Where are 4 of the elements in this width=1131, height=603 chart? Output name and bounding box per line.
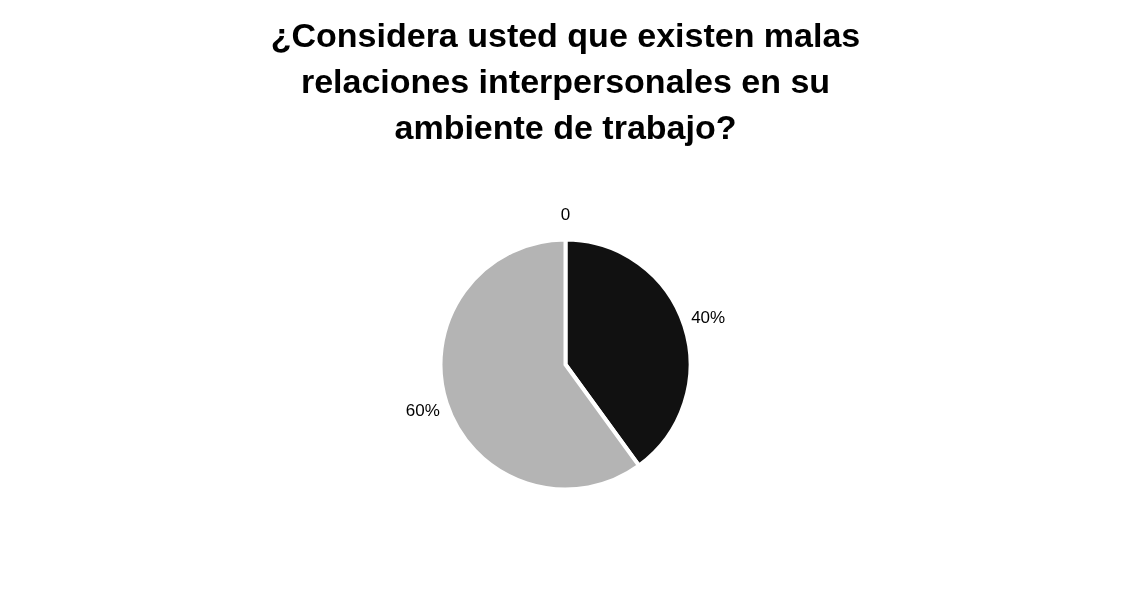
chart-title: ¿Considera usted que existen malas relaciones interpersonales en su ambiente de trabajo? bbox=[270, 16, 861, 146]
data-label: 60% bbox=[405, 400, 440, 420]
text: 0 bbox=[560, 204, 571, 224]
data-label: 40% bbox=[691, 308, 726, 328]
